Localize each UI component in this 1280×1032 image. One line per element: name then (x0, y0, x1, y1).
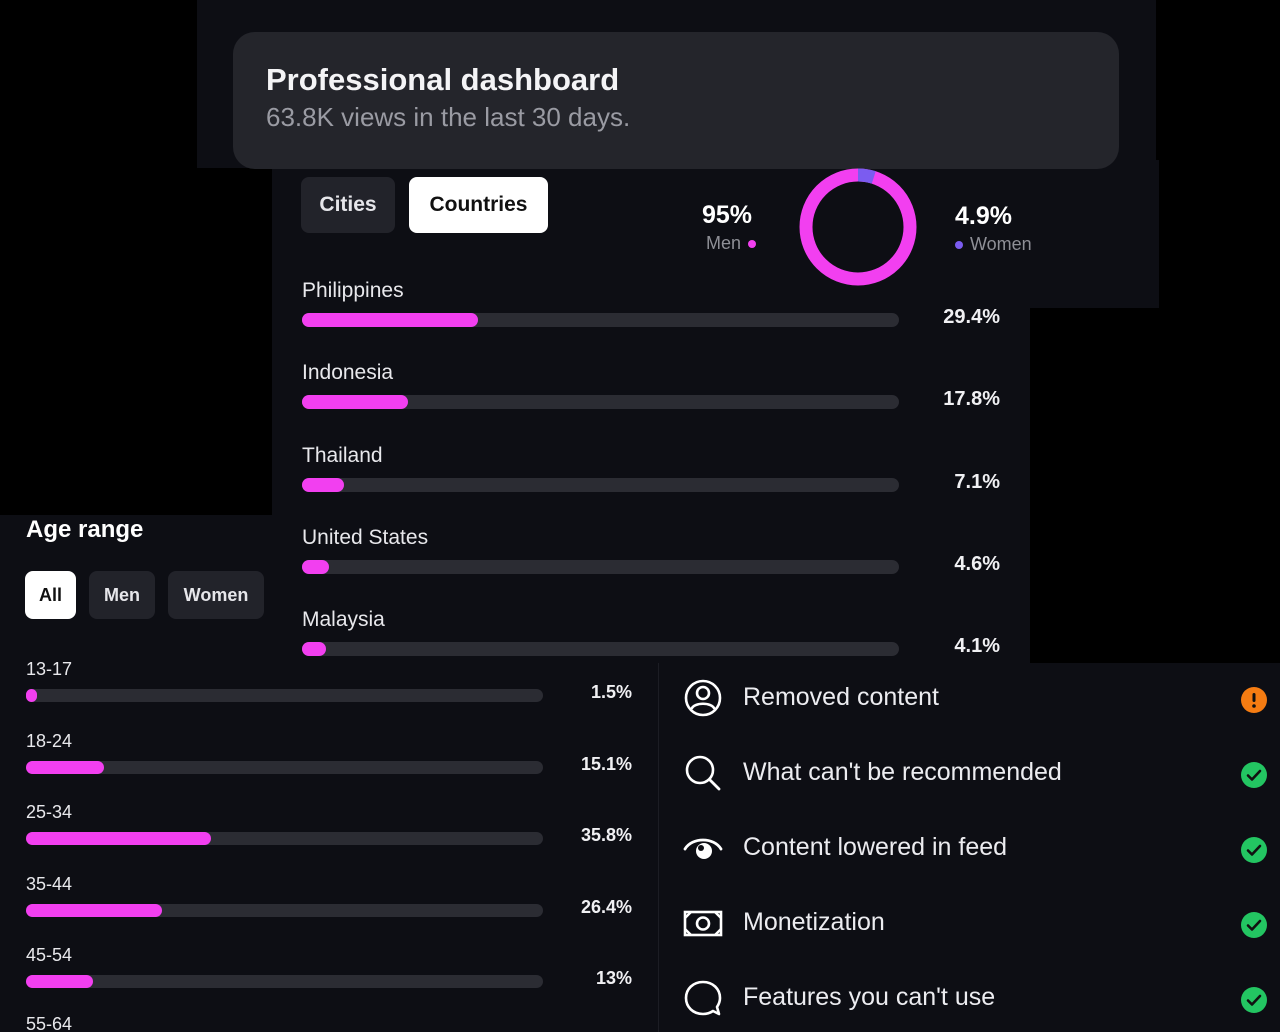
age-filter-women[interactable]: Women (168, 571, 264, 619)
age-bar-fill (26, 975, 94, 988)
age-percentage: 35.8% (580, 825, 632, 845)
age-bar-track (26, 761, 543, 774)
age-range-label: 18-24 (26, 731, 73, 751)
country-row: Malaysia 4.1% (302, 608, 1002, 682)
status-what-cant-be-recommended[interactable]: What can't be recommended (658, 742, 1280, 802)
country-bar-fill (302, 395, 409, 409)
tab-cities[interactable]: Cities (301, 177, 395, 233)
age-row: 55-64 (26, 1014, 632, 1032)
warning-badge-icon (1241, 687, 1267, 713)
age-percentage: 13% (595, 968, 632, 988)
gender-donut-chart (799, 168, 917, 286)
age-bar-track (26, 904, 543, 917)
tab-countries[interactable]: Countries (409, 177, 548, 233)
age-row: 13-17 1.5% (26, 659, 632, 733)
age-row: 18-24 15.1% (26, 731, 632, 805)
check-badge-icon (1241, 762, 1267, 788)
age-filter-all[interactable]: All (25, 571, 76, 619)
status-removed-content[interactable]: Removed content (658, 667, 1280, 727)
country-bar-fill (302, 313, 478, 327)
country-name: Indonesia (302, 361, 394, 384)
page-title: Professional dashboard (266, 62, 620, 97)
women-dot-icon (955, 240, 963, 249)
status-label: Content lowered in feed (743, 833, 1008, 861)
country-percentage: 17.8% (943, 388, 1000, 410)
country-name: Malaysia (302, 608, 385, 631)
age-percentage: 26.4% (580, 897, 632, 917)
age-range-label: 13-17 (26, 659, 73, 679)
age-row: 35-44 26.4% (26, 874, 632, 948)
country-percentage: 7.1% (954, 471, 1000, 493)
check-badge-icon (1241, 837, 1267, 863)
men-legend: Men (706, 233, 757, 254)
country-bar-fill (302, 478, 345, 492)
status-label: What can't be recommended (743, 758, 1062, 786)
age-percentage: 15.1% (580, 754, 632, 774)
country-bar-track (302, 560, 899, 574)
status-features-you-cant-use[interactable]: Features you can't use (658, 967, 1280, 1027)
status-label: Removed content (743, 683, 939, 711)
country-percentage: 4.1% (954, 635, 1000, 657)
age-row: 45-54 13% (26, 945, 632, 1019)
women-legend: Women (955, 234, 1032, 255)
men-label: Men (706, 233, 742, 253)
check-badge-icon (1241, 987, 1267, 1013)
search-icon (685, 755, 721, 791)
donut-women-segment (857, 168, 876, 184)
money-icon (683, 910, 723, 937)
age-range-label: 25-34 (26, 802, 73, 822)
age-bar-track (26, 832, 543, 845)
age-bar-track (26, 975, 543, 988)
speech-bubble-icon (684, 980, 722, 1016)
women-label: Women (970, 234, 1032, 254)
age-range-label: 35-44 (26, 874, 73, 894)
country-row: Indonesia 17.8% (302, 361, 1002, 435)
country-bar-fill (302, 560, 330, 574)
country-bar-fill (302, 642, 327, 656)
country-row: Philippines 29.4% (302, 279, 1002, 353)
age-range-label: 45-54 (26, 945, 73, 965)
country-bar-track (302, 395, 899, 409)
country-percentage: 29.4% (943, 306, 1000, 328)
age-bar-track (26, 689, 543, 702)
country-name: United States (302, 526, 429, 549)
country-name: Thailand (302, 444, 383, 467)
age-filter-men[interactable]: Men (89, 571, 155, 619)
account-status-panel (658, 663, 1280, 1032)
status-label: Monetization (743, 908, 885, 936)
age-range-label: 55-64 (26, 1014, 73, 1032)
status-monetization[interactable]: Monetization (658, 892, 1280, 952)
age-row: 25-34 35.8% (26, 802, 632, 876)
age-bar-fill (26, 832, 212, 845)
country-row: United States 4.6% (302, 526, 1002, 600)
age-bar-fill (26, 689, 38, 702)
age-range-title: Age range (26, 516, 144, 543)
views-summary: 63.8K views in the last 30 days. (266, 102, 631, 132)
age-bar-fill (26, 761, 105, 774)
men-dot-icon (748, 239, 757, 248)
women-percentage: 4.9% (955, 202, 1012, 230)
account-status-list: Removed content What can't be recommende… (658, 663, 1280, 1032)
country-bar-track (302, 642, 899, 656)
age-bar-fill (26, 904, 163, 917)
country-bar-track (302, 478, 899, 492)
men-percentage: 95% (702, 201, 753, 229)
donut-men-segment (799, 168, 917, 286)
country-percentage: 4.6% (954, 553, 1000, 575)
check-badge-icon (1241, 912, 1267, 938)
country-bar-track (302, 313, 899, 327)
country-row: Thailand 7.1% (302, 444, 1002, 518)
status-label: Features you can't use (743, 983, 996, 1011)
professional-dashboard-card[interactable]: Professional dashboard 63.8K views in th… (233, 32, 1119, 169)
age-percentage: 1.5% (590, 682, 632, 702)
person-circle-icon (684, 679, 722, 717)
status-content-lowered-in-feed[interactable]: Content lowered in feed (658, 817, 1280, 877)
eye-icon (683, 838, 723, 859)
country-name: Philippines (302, 279, 404, 302)
